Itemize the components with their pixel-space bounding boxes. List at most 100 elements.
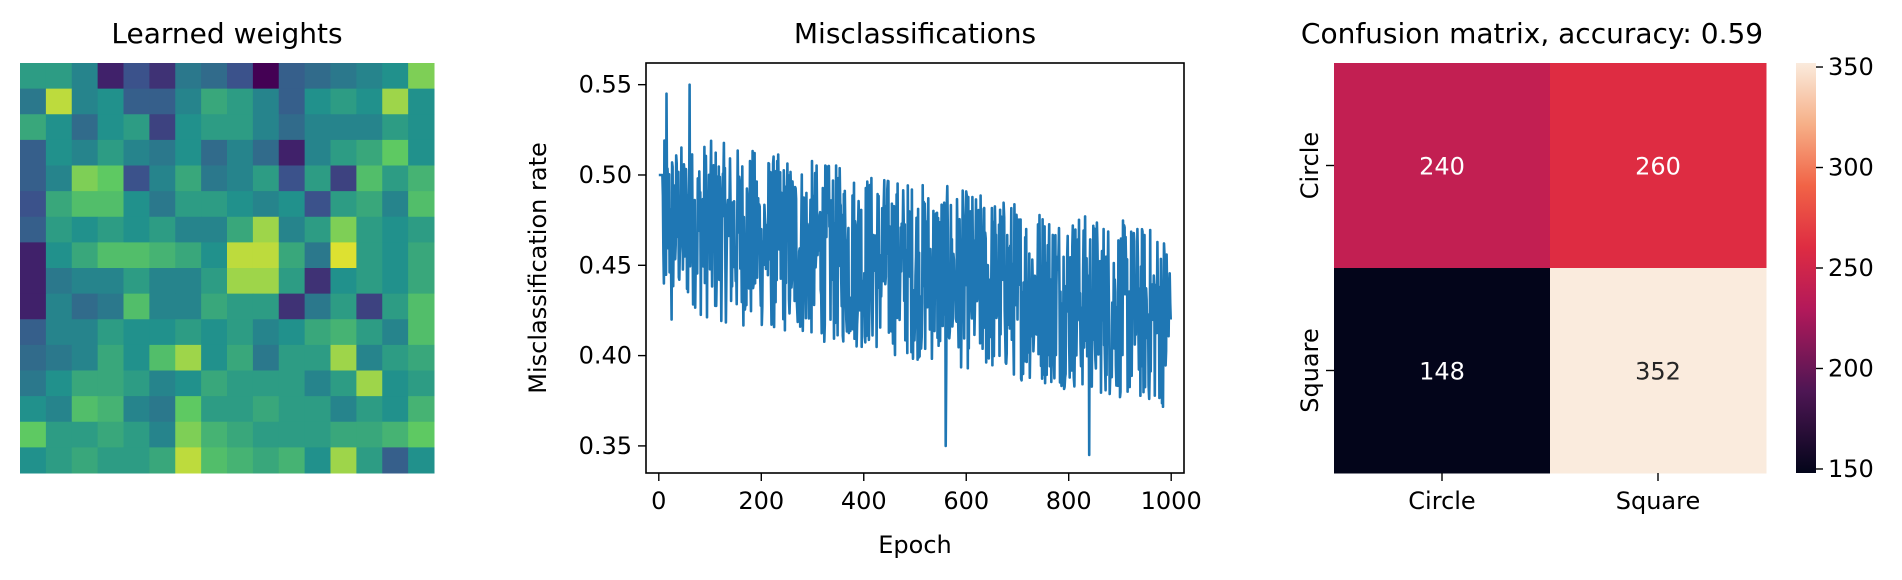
weight-cell: [45, 114, 73, 141]
weight-cell: [304, 293, 332, 320]
weight-cell: [149, 421, 176, 448]
weights-panel: Learned weights: [20, 17, 435, 474]
weight-cell: [71, 216, 99, 243]
weight-cell: [20, 139, 47, 167]
weight-cell: [382, 216, 409, 243]
weight-cell: [356, 319, 383, 346]
weight-cell: [45, 344, 73, 372]
weight-cell: [123, 319, 150, 346]
weight-cell: [45, 63, 73, 90]
weight-cell: [227, 396, 254, 423]
weight-cell: [356, 268, 383, 295]
weight-cell: [278, 165, 306, 192]
weight-cell: [382, 370, 409, 397]
x-tick-label: 400: [841, 487, 887, 515]
weights-title: Learned weights: [111, 17, 342, 50]
weight-cell: [45, 268, 73, 295]
weight-cell: [227, 139, 254, 167]
weight-cell: [382, 165, 409, 192]
confusion-cell: [1334, 63, 1551, 269]
weight-cell: [227, 242, 254, 269]
weight-cell: [330, 344, 357, 372]
weight-cell: [97, 370, 125, 397]
weight-cell: [382, 242, 409, 269]
weight-cell: [252, 447, 280, 474]
weight-cell: [201, 63, 228, 90]
weight-cell: [408, 268, 435, 295]
x-tick-label: 200: [738, 487, 784, 515]
weight-cell: [149, 114, 176, 141]
weight-cell: [20, 268, 47, 295]
weight-cell: [356, 242, 383, 269]
weight-cell: [330, 139, 357, 167]
weight-cell: [175, 88, 202, 115]
weight-cell: [71, 191, 99, 218]
weights-heatmap: [20, 63, 435, 474]
weight-cell: [356, 421, 383, 448]
weight-cell: [278, 139, 306, 167]
weight-cell: [45, 88, 73, 115]
weight-cell: [278, 396, 306, 423]
weight-cell: [278, 88, 306, 115]
confusion-cell-value: 352: [1635, 358, 1681, 386]
weight-cell: [408, 139, 435, 167]
confusion-x-tick-label: Circle: [1408, 487, 1475, 515]
weight-cell: [356, 63, 383, 90]
weight-cell: [71, 421, 99, 448]
weight-cell: [201, 165, 228, 192]
weight-cell: [175, 370, 202, 397]
weight-cell: [97, 319, 125, 346]
weight-cell: [123, 370, 150, 397]
weight-cell: [20, 242, 47, 269]
weight-cell: [227, 268, 254, 295]
weight-cell: [408, 216, 435, 243]
weight-cell: [304, 242, 332, 269]
weight-cell: [175, 447, 202, 474]
x-tick-label: 800: [1046, 487, 1092, 515]
weight-cell: [149, 139, 176, 167]
y-tick-label: 0.55: [579, 71, 632, 99]
weight-cell: [304, 268, 332, 295]
weight-cell: [330, 63, 357, 90]
confusion-heatmap: 240 260 148 352: [1334, 63, 1767, 474]
weight-cell: [278, 268, 306, 295]
weight-cell: [278, 421, 306, 448]
weight-cell: [227, 216, 254, 243]
weight-cell: [149, 88, 176, 115]
weight-cell: [252, 63, 280, 90]
weight-cell: [201, 319, 228, 346]
weight-cell: [149, 165, 176, 192]
weight-cell: [356, 191, 383, 218]
weight-cell: [97, 63, 125, 90]
weight-cell: [227, 165, 254, 192]
weight-cell: [278, 191, 306, 218]
colorbar-tick-label: 350: [1828, 53, 1874, 81]
weight-cell: [97, 421, 125, 448]
weight-cell: [201, 191, 228, 218]
weight-cell: [97, 114, 125, 141]
weight-cell: [175, 344, 202, 372]
weight-cell: [97, 165, 125, 192]
weight-cell: [252, 344, 280, 372]
weight-cell: [330, 396, 357, 423]
weight-cell: [304, 63, 332, 90]
weight-cell: [330, 165, 357, 192]
weight-cell: [356, 165, 383, 192]
weight-cell: [278, 114, 306, 141]
weight-cell: [175, 165, 202, 192]
weight-cell: [278, 319, 306, 346]
weight-cell: [97, 293, 125, 320]
weight-cell: [382, 191, 409, 218]
weight-cell: [278, 344, 306, 372]
weight-cell: [71, 370, 99, 397]
weight-cell: [149, 370, 176, 397]
weight-cell: [71, 268, 99, 295]
weight-cell: [356, 139, 383, 167]
weight-cell: [356, 344, 383, 372]
confusion-cell: [1334, 268, 1551, 474]
weight-cell: [45, 216, 73, 243]
weight-cell: [71, 344, 99, 372]
weight-cell: [201, 370, 228, 397]
weight-cell: [45, 370, 73, 397]
weight-cell: [252, 268, 280, 295]
